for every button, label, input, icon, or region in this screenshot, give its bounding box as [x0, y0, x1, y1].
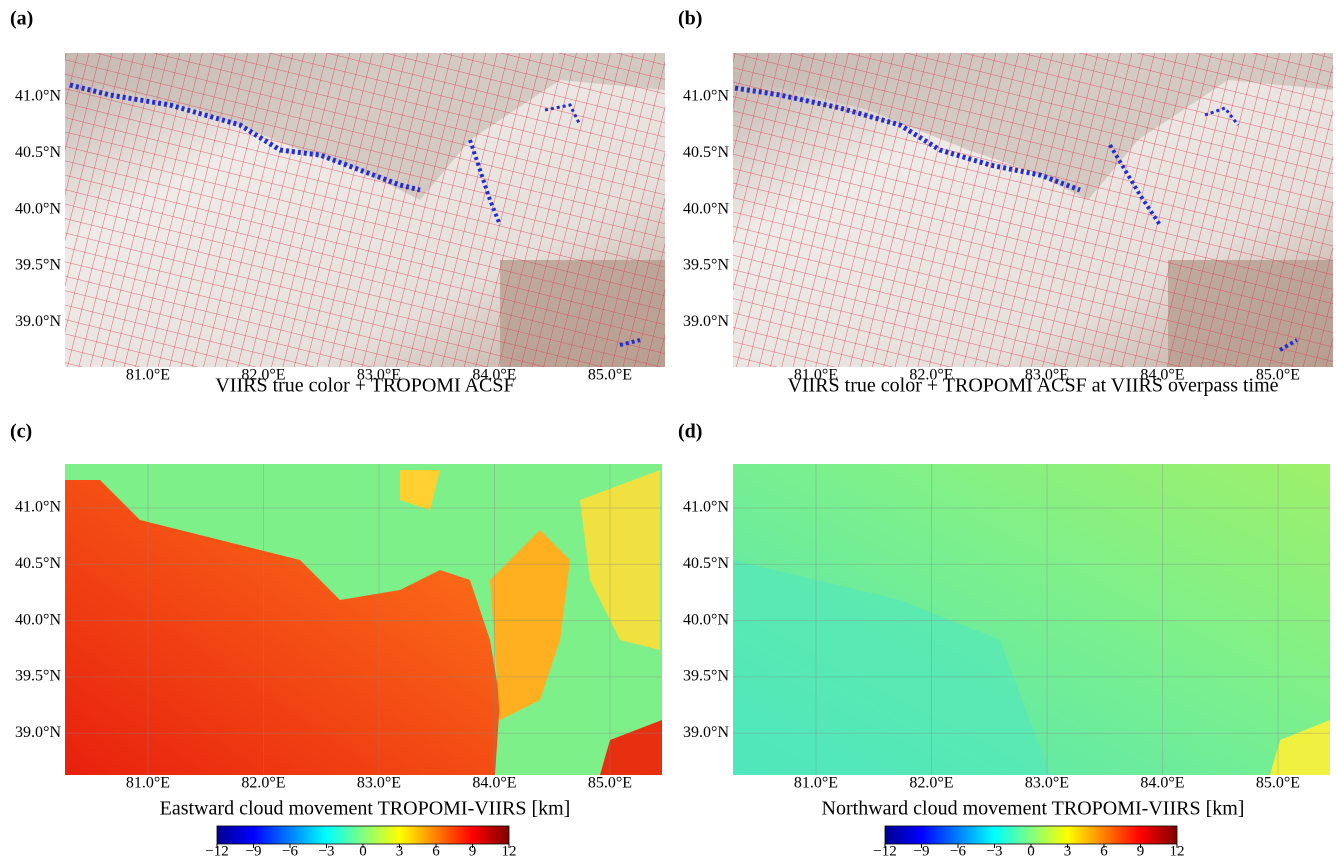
lat-tick-label: 40.5°N [15, 144, 61, 161]
lon-tick-label: 81.0°E [794, 775, 838, 792]
lon-tick-label: 85.0°E [1256, 775, 1300, 792]
panel-label: (d) [678, 421, 702, 443]
lon-tick-label: 82.0°E [909, 367, 953, 384]
colorbar-tick-label: 0 [1027, 843, 1035, 858]
lat-tick-label: 39.5°N [683, 668, 729, 685]
colorbar-tick-label: −12 [873, 843, 896, 858]
lat-tick-label: 39.5°N [15, 257, 61, 274]
colorbar-tick-label: −9 [914, 843, 930, 858]
lat-tick-label: 40.0°N [15, 611, 61, 628]
lat-tick-label: 39.5°N [683, 257, 729, 274]
lon-tick-label: 82.0°E [241, 775, 285, 792]
lat-tick-label: 41.0°N [683, 499, 729, 516]
lon-tick-label: 85.0°E [1256, 367, 1300, 384]
lat-tick-label: 41.0°N [15, 88, 61, 105]
lat-tick-label: 39.0°N [15, 313, 61, 330]
annotations: (a) VIIRS true color + TROPOMI ACSF 41.0°N… [10, 8, 1330, 858]
lon-tick-label: 85.0°E [588, 775, 632, 792]
lat-tick-label: 40.0°N [683, 611, 729, 628]
map-a [65, 53, 665, 367]
lat-tick-label: 39.0°N [15, 724, 61, 741]
lon-tick-label: 82.0°E [909, 775, 953, 792]
lat-tick-label: 41.0°N [683, 88, 729, 105]
lon-tick-label: 81.0°E [794, 367, 838, 384]
lat-tick-label: 40.5°N [15, 555, 61, 572]
lon-tick-label: 83.0°E [1025, 775, 1069, 792]
lon-tick-label: 81.0°E [126, 367, 170, 384]
colorbar-tick-label: 3 [396, 843, 404, 858]
colorbar-tick-label: 12 [502, 843, 517, 858]
lon-tick-label: 84.0°E [1140, 367, 1184, 384]
colorbar-tick-label: 9 [469, 843, 477, 858]
panel-label: (c) [10, 421, 32, 443]
lon-tick-label: 85.0°E [588, 367, 632, 384]
lon-tick-label: 84.0°E [1140, 775, 1184, 792]
panel-caption: VIIRS true color + TROPOMI ACSF at VIIRS… [787, 375, 1278, 397]
panel-label: (b) [678, 8, 702, 30]
map-d [733, 464, 1330, 775]
map-c [65, 464, 662, 775]
lat-tick-label: 40.5°N [683, 144, 729, 161]
lat-tick-label: 40.0°N [683, 200, 729, 217]
colorbar-tick-label: 0 [359, 843, 367, 858]
panel-label: (a) [10, 8, 33, 30]
colorbar-tick-label: −3 [319, 843, 335, 858]
colorbar [884, 825, 1178, 845]
colorbar-tick-label: −6 [282, 843, 298, 858]
lat-tick-label: 40.0°N [15, 200, 61, 217]
colorbar-tick-label: 12 [1170, 843, 1185, 858]
lon-tick-label: 81.0°E [126, 775, 170, 792]
lon-tick-label: 83.0°E [357, 367, 401, 384]
lon-tick-label: 84.0°E [472, 367, 516, 384]
colorbar-tick-label: −6 [950, 843, 966, 858]
colorbar-tick-label: 3 [1064, 843, 1072, 858]
lon-tick-label: 83.0°E [1025, 367, 1069, 384]
colorbar-tick-label: −9 [246, 843, 262, 858]
colorbar-tick-label: 6 [432, 843, 440, 858]
panel-caption: VIIRS true color + TROPOMI ACSF [215, 375, 514, 397]
colorbar-tick-label: 6 [1100, 843, 1108, 858]
lat-tick-label: 39.0°N [683, 724, 729, 741]
colorbar-tick-label: 9 [1137, 843, 1145, 858]
colorbar-tick-label: −12 [205, 843, 228, 858]
lat-tick-label: 41.0°N [15, 499, 61, 516]
colorbar [216, 825, 510, 845]
colorbar-tick-label: −3 [987, 843, 1003, 858]
lat-tick-label: 39.0°N [683, 313, 729, 330]
panel-caption: Eastward cloud movement TROPOMI-VIIRS [k… [160, 798, 571, 820]
panel-caption: Northward cloud movement TROPOMI-VIIRS [… [822, 798, 1245, 820]
map-b [733, 53, 1333, 367]
lat-tick-label: 40.5°N [683, 555, 729, 572]
lon-tick-label: 84.0°E [472, 775, 516, 792]
lat-tick-label: 39.5°N [15, 668, 61, 685]
lon-tick-label: 83.0°E [357, 775, 401, 792]
lon-tick-label: 82.0°E [241, 367, 285, 384]
